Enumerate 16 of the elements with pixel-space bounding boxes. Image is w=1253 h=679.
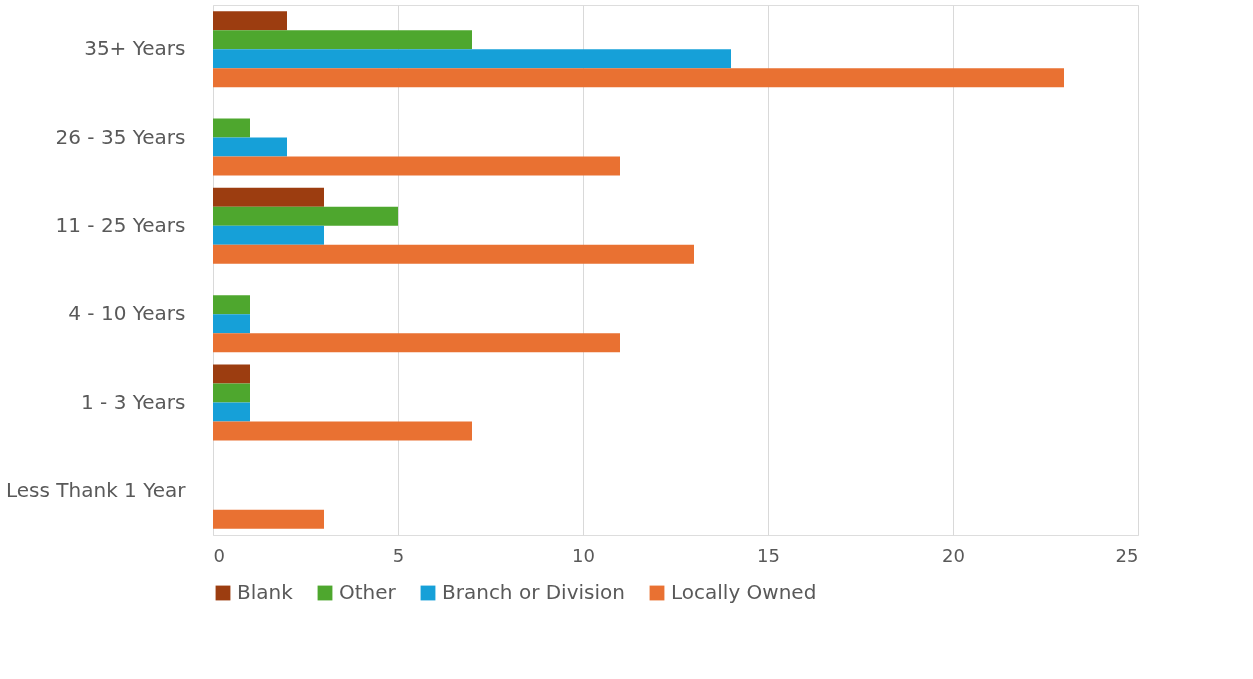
legend-label: Locally Owned (671, 580, 817, 604)
y-tick-label: 11 - 25 Years (55, 212, 186, 237)
legend-label: Other (339, 580, 397, 604)
y-tick-label: 26 - 35 Years (55, 124, 186, 149)
y-tick-label: 35+ Years (84, 36, 186, 61)
x-tick-label: 5 (392, 544, 405, 566)
x-tick-label: 25 (1115, 544, 1139, 566)
x-tick-label: 15 (757, 544, 780, 566)
x-tick-label: 0 (213, 544, 225, 566)
y-tick-label: 1 - 3 Years (80, 389, 186, 414)
legend-label: Blank (237, 580, 294, 604)
y-tick-label: 4 - 10 Years (68, 301, 186, 326)
x-tick-label: 20 (942, 544, 965, 566)
y-tick-label: Less Thank 1 Year (6, 477, 187, 502)
x-tick-label: 10 (572, 544, 595, 566)
legend-label: Branch or Division (442, 580, 625, 604)
